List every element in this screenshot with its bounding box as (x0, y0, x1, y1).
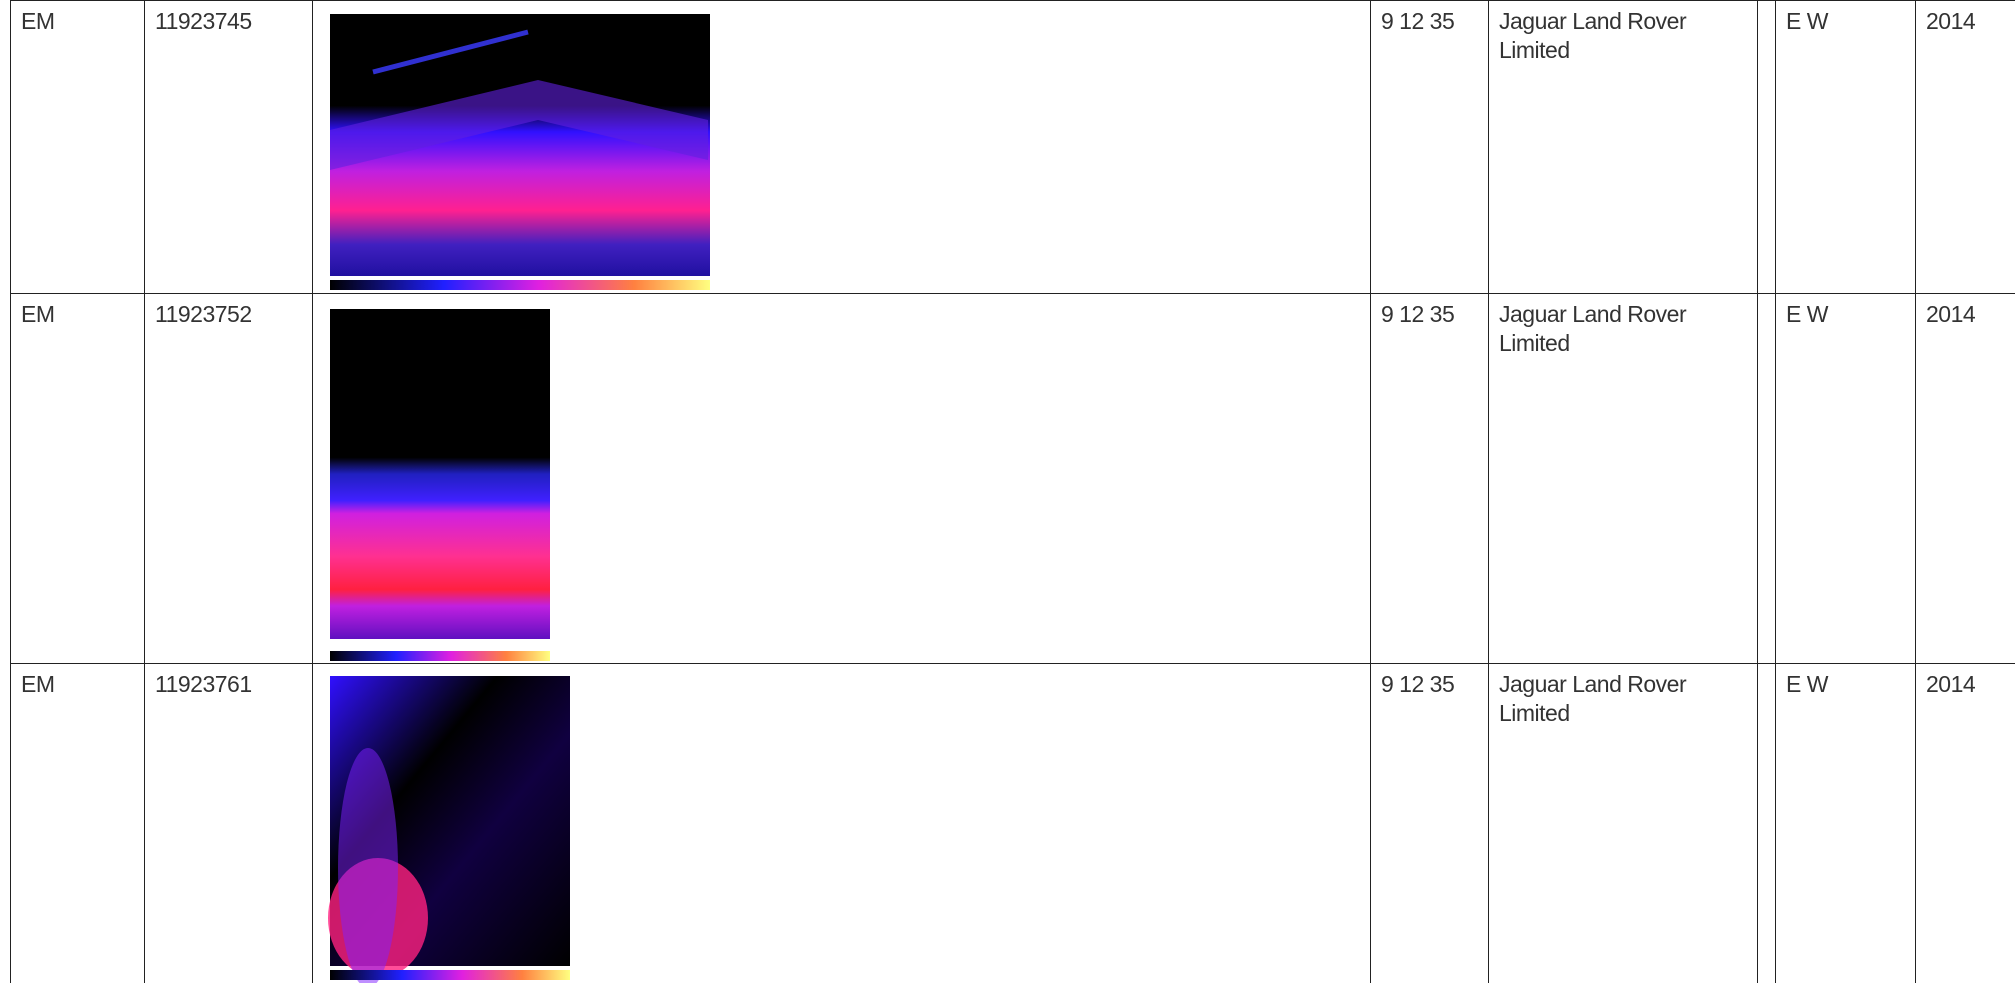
table-cell: 2014 (1915, 663, 2015, 983)
table-cell: E W (1775, 0, 1917, 295)
table-cell (1757, 293, 1778, 665)
spectrogram-image (328, 10, 720, 293)
table-cell: 9 12 35 (1370, 293, 1490, 665)
table-cell: Jaguar Land Rover Limited (1488, 663, 1759, 983)
spectrogram-image (328, 305, 569, 663)
table-cell: E W (1775, 293, 1917, 665)
table-cell: 2014 (1915, 0, 2015, 295)
table-cell: 2014 (1915, 293, 2015, 665)
table-cell: 9 12 35 (1370, 0, 1490, 295)
table-cell: 11923745 (144, 0, 314, 295)
table-cell: EM (10, 293, 146, 665)
table-cell (1757, 0, 1778, 295)
table-cell: EM (10, 663, 146, 983)
table-cell: Jaguar Land Rover Limited (1488, 293, 1759, 665)
table-cell: EM (10, 0, 146, 295)
table-cell: E W (1775, 663, 1917, 983)
table-cell (1757, 663, 1778, 983)
spectrogram-image (328, 668, 591, 983)
table-cell (312, 0, 1372, 295)
table-cell (312, 293, 1372, 665)
table-cell: 11923761 (144, 663, 314, 983)
table-cell: 9 12 35 (1370, 663, 1490, 983)
table-cell: 11923752 (144, 293, 314, 665)
table-cell (312, 663, 1372, 983)
table-cell: Jaguar Land Rover Limited (1488, 0, 1759, 295)
